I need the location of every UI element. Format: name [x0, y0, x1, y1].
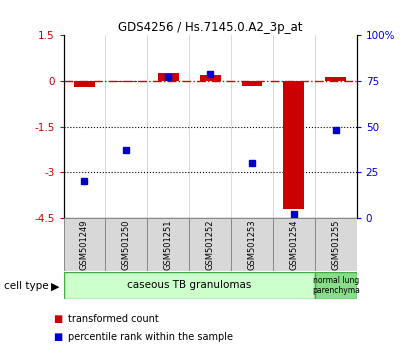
Bar — [241, 81, 262, 86]
Text: GSM501253: GSM501253 — [247, 219, 256, 270]
Text: GSM501249: GSM501249 — [80, 219, 89, 270]
Bar — [63, 272, 314, 299]
Bar — [199, 75, 220, 81]
Bar — [314, 218, 356, 271]
Bar — [147, 218, 189, 271]
Text: GSM501251: GSM501251 — [163, 219, 172, 270]
Bar — [231, 218, 272, 271]
Bar — [283, 81, 303, 209]
Text: GSM501252: GSM501252 — [205, 219, 214, 270]
Text: caseous TB granulomas: caseous TB granulomas — [127, 280, 251, 290]
Text: ▶: ▶ — [51, 282, 60, 292]
Text: transformed count: transformed count — [67, 314, 158, 324]
Bar — [105, 218, 147, 271]
Bar — [74, 81, 95, 87]
Bar — [324, 77, 345, 81]
Bar — [116, 81, 137, 82]
Text: ■: ■ — [53, 314, 63, 324]
Text: cell type: cell type — [4, 281, 49, 291]
Text: percentile rank within the sample: percentile rank within the sample — [67, 332, 232, 342]
Text: GSM501255: GSM501255 — [330, 219, 339, 270]
Bar — [63, 218, 105, 271]
Text: normal lung
parenchyma: normal lung parenchyma — [311, 276, 359, 295]
Text: ■: ■ — [53, 332, 63, 342]
Bar — [272, 218, 314, 271]
Text: GSM501250: GSM501250 — [121, 219, 130, 270]
Bar — [314, 272, 356, 299]
Bar — [189, 218, 231, 271]
Bar — [157, 73, 178, 81]
Title: GDS4256 / Hs.7145.0.A2_3p_at: GDS4256 / Hs.7145.0.A2_3p_at — [117, 21, 302, 34]
Text: GSM501254: GSM501254 — [289, 219, 298, 270]
